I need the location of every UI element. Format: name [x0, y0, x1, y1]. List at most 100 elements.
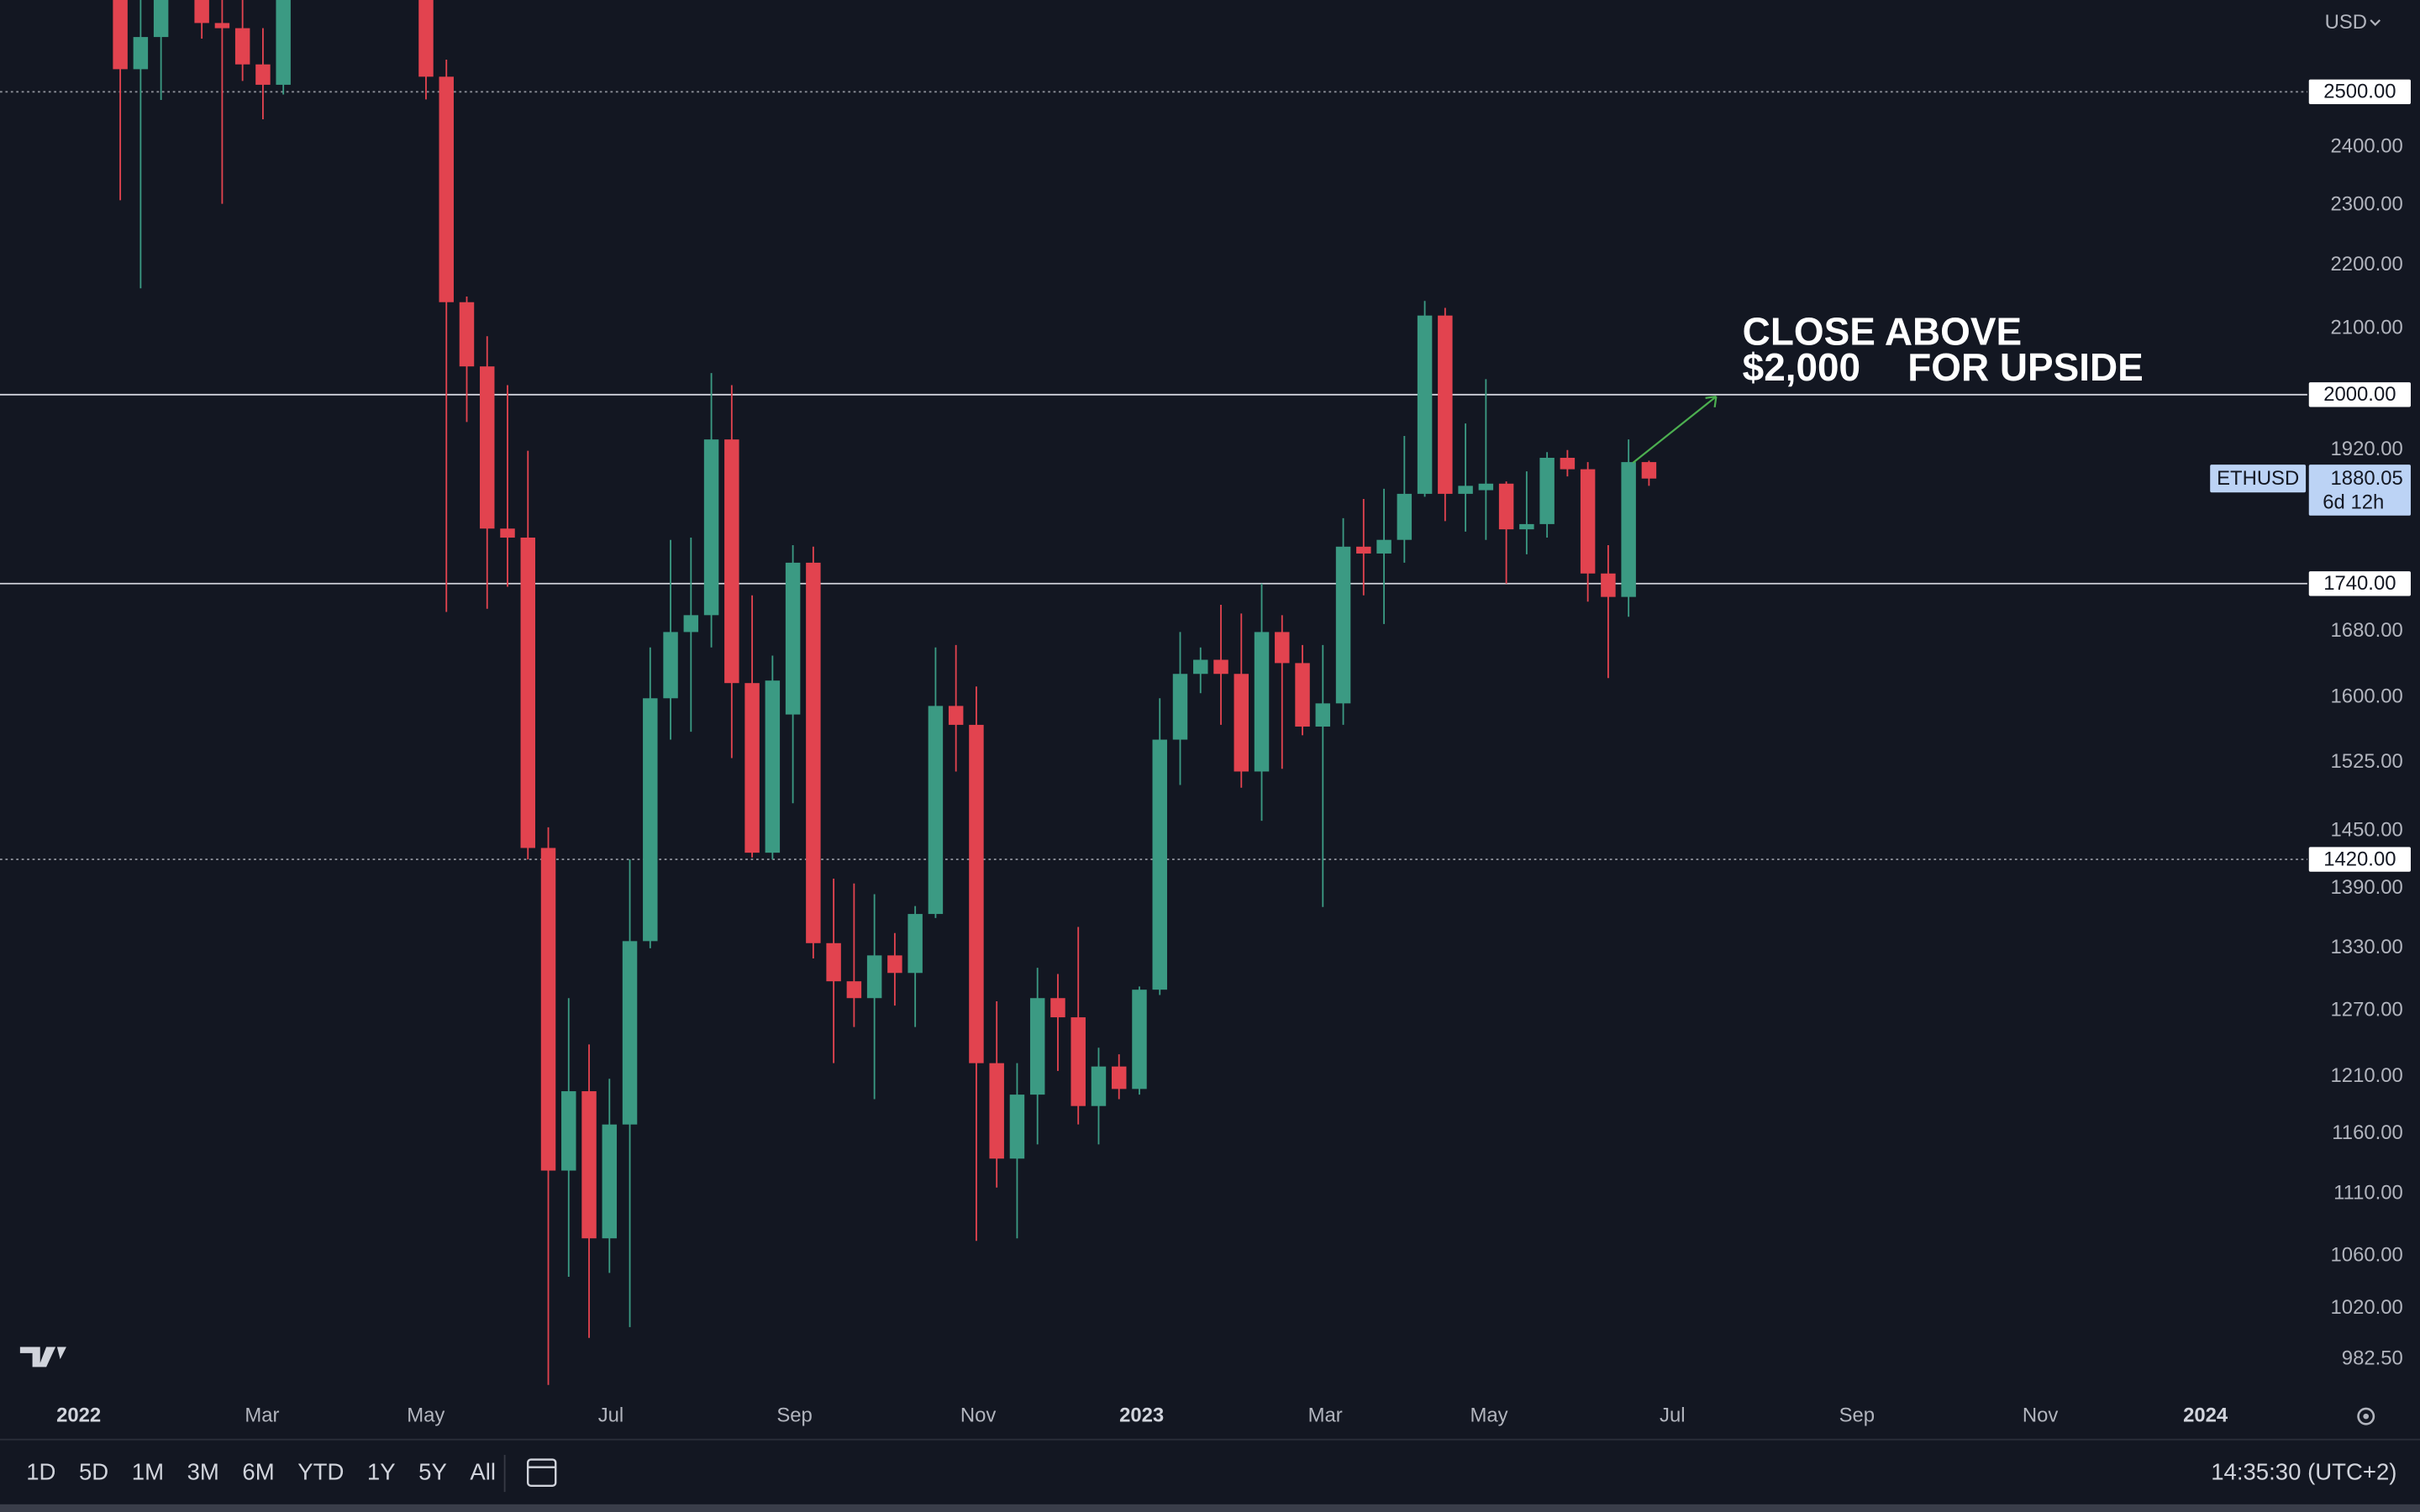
range-button[interactable]: All: [470, 1458, 496, 1484]
symbol-label-box: [2210, 465, 2307, 493]
y-tick-label: 1920.00: [2331, 438, 2403, 460]
candle-body: [1438, 315, 1453, 494]
candle-body: [1315, 703, 1331, 727]
annotation-text: FOR UPSIDE: [1907, 345, 2144, 389]
candle-body: [806, 562, 821, 943]
range-button[interactable]: 1D: [26, 1458, 55, 1484]
range-button[interactable]: 3M: [187, 1458, 219, 1484]
candle-body: [1050, 998, 1065, 1018]
y-tick-label: 982.50: [2342, 1347, 2403, 1369]
candle-body: [1335, 546, 1351, 704]
candle-body: [622, 941, 638, 1125]
candle-body: [1295, 663, 1310, 727]
candle-body: [133, 37, 149, 70]
annotation-text: CLOSE ABOVE: [1743, 310, 2022, 354]
range-button[interactable]: 5Y: [418, 1458, 447, 1484]
candle-body: [276, 0, 291, 85]
x-tick-label: Nov: [2023, 1404, 2059, 1426]
bottom-strip: [0, 1504, 2420, 1512]
y-tick-label: 1525.00: [2331, 750, 2403, 773]
candle-body: [1417, 315, 1433, 494]
y-tick-label: 1110.00: [2333, 1181, 2403, 1204]
candle-body: [826, 942, 841, 982]
x-tick-label: Mar: [1308, 1404, 1343, 1426]
candle-body: [418, 0, 434, 77]
x-tick-label: Nov: [960, 1404, 997, 1426]
candle-body: [1091, 1066, 1107, 1106]
candle-body: [663, 632, 678, 699]
level-label: 2000.00: [2323, 383, 2396, 406]
candle-body: [561, 1091, 576, 1171]
candle-body: [1111, 1066, 1127, 1089]
candle-body: [1193, 659, 1208, 675]
y-tick-label: 1390.00: [2331, 876, 2403, 899]
candle-body: [643, 698, 658, 942]
candle-body: [113, 0, 128, 70]
candle-body: [1641, 462, 1657, 479]
candle-body: [1539, 458, 1555, 524]
y-tick-label: 1020.00: [2331, 1296, 2403, 1319]
y-tick-label: 1450.00: [2331, 819, 2403, 842]
currency-selector[interactable]: USD: [2325, 11, 2367, 34]
range-button[interactable]: YTD: [297, 1458, 344, 1484]
candle-body: [724, 439, 739, 684]
countdown: 6d 12h: [2323, 491, 2384, 513]
range-button[interactable]: 6M: [242, 1458, 274, 1484]
candle-body: [1009, 1095, 1025, 1159]
time-axis: 2022 Mar May Jul Sep Nov 2023 Mar May Jul Sep Nov 20…: [56, 1404, 2228, 1426]
candle-body: [255, 64, 271, 85]
y-tick-label: 1680.00: [2331, 619, 2403, 642]
candle-body: [439, 76, 454, 302]
x-tick-label: Mar: [245, 1404, 279, 1426]
annotation-highlight: $2,000: [1743, 345, 1860, 389]
candle-body: [1071, 1017, 1086, 1106]
candle-body: [1498, 483, 1514, 530]
candle-body: [459, 302, 475, 367]
x-tick-label: 2022: [56, 1404, 101, 1426]
symbol-label: ETHUSD: [2217, 467, 2299, 490]
y-tick-label: 1160.00: [2332, 1121, 2402, 1144]
tradingview-logo[interactable]: [19, 1347, 66, 1368]
candle-body: [846, 981, 862, 999]
dropdown-chevron[interactable]: [2370, 19, 2381, 26]
candle-body: [1213, 659, 1228, 675]
date-range-icon[interactable]: [526, 1458, 557, 1487]
clock: 14:35:30 (UTC+2): [2211, 1458, 2396, 1484]
x-tick-label: Jul: [598, 1404, 624, 1426]
range-button[interactable]: 1M: [132, 1458, 164, 1484]
candle-body: [908, 914, 923, 974]
price-axis: 2400.00 2300.00 2200.00 2100.00 1920.00 1680.…: [2210, 79, 2411, 1369]
x-tick-label: May: [1470, 1404, 1507, 1426]
candle-body: [1580, 469, 1596, 574]
candle-body: [1376, 539, 1392, 554]
candle-body: [1254, 632, 1270, 772]
candle-body: [1519, 523, 1534, 530]
candle-body: [234, 28, 250, 65]
candle-body: [948, 706, 964, 725]
y-tick-label: 2100.00: [2331, 316, 2403, 339]
arrow-head: [1705, 395, 1718, 408]
last-price-box: [2308, 465, 2411, 516]
candle-body: [1275, 632, 1290, 664]
range-button[interactable]: 5D: [79, 1458, 108, 1484]
level-label-box: [2308, 847, 2411, 872]
candle-body: [989, 1063, 1004, 1159]
range-button[interactable]: 1Y: [367, 1458, 396, 1484]
level-label: 1420.00: [2323, 848, 2396, 870]
candle-body: [1397, 493, 1413, 540]
candle-body: [1029, 998, 1045, 1095]
last-price-label: 1880.05: [2331, 467, 2403, 490]
toolbar: 1D 5D 1M 3M 6M YTD 1Y 5Y All: [26, 1458, 496, 1484]
candle-body: [194, 0, 209, 24]
y-tick-label: 1600.00: [2331, 685, 2403, 708]
settings-icon[interactable]: [2357, 1407, 2375, 1425]
x-tick-label: May: [407, 1404, 445, 1426]
candle-body: [214, 23, 230, 29]
candle-body: [744, 683, 760, 853]
level-label-box: [2308, 382, 2411, 407]
level-label: 2500.00: [2323, 81, 2396, 103]
y-tick-label: 1270.00: [2331, 999, 2403, 1021]
y-tick-label: 1210.00: [2331, 1064, 2403, 1087]
